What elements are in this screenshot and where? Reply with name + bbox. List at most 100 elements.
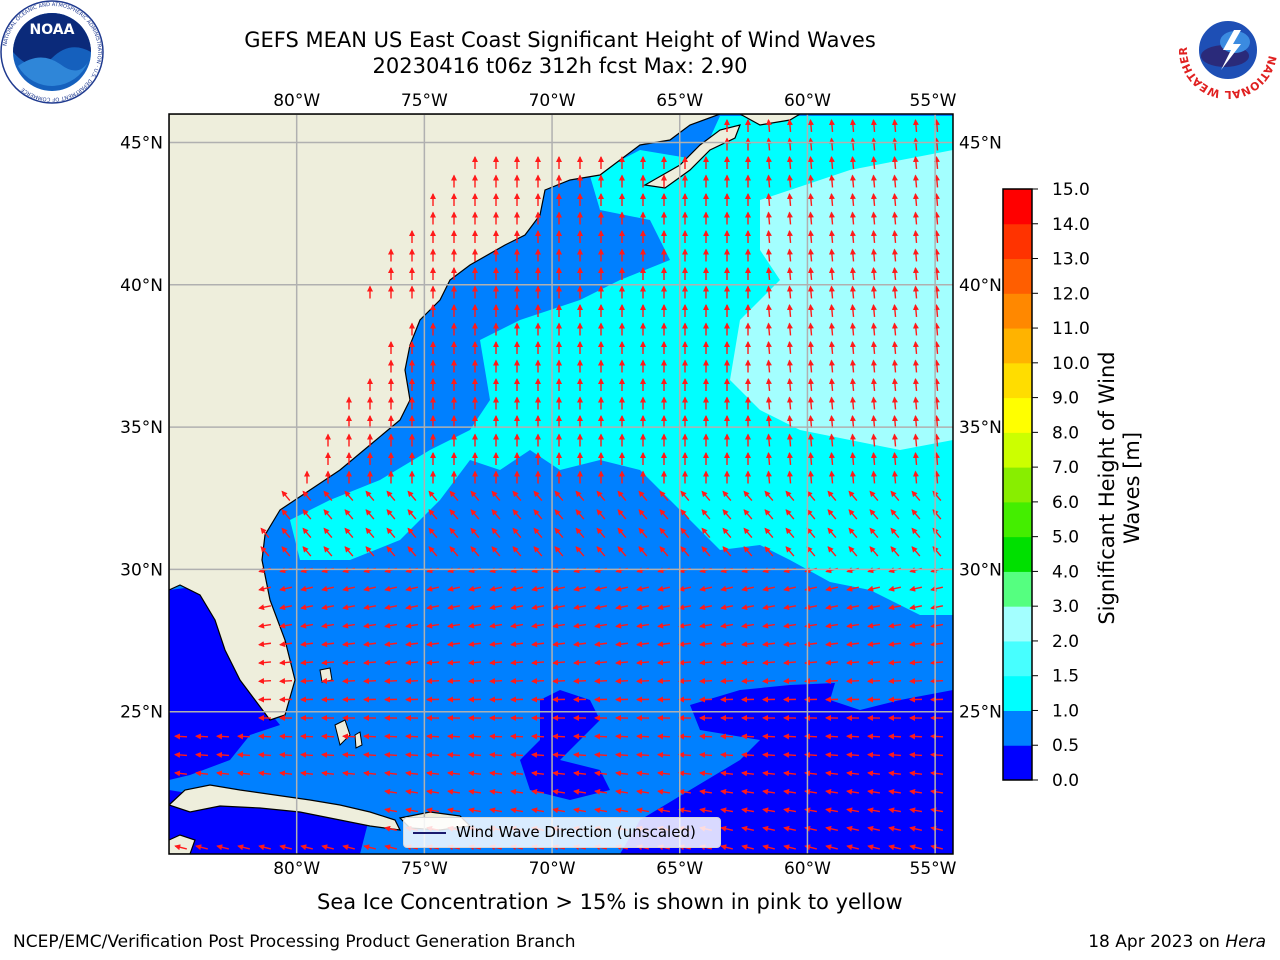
- wave-direction-arrow: [806, 527, 816, 539]
- wave-direction-arrow: [615, 751, 629, 758]
- wave-direction-arrow: [765, 137, 772, 151]
- wave-direction-arrow: [594, 733, 608, 740]
- wave-direction-arrow: [678, 659, 692, 666]
- wave-direction-arrow: [468, 770, 482, 777]
- wave-direction-arrow: [426, 733, 440, 740]
- colorbar-swatch: [1003, 432, 1032, 468]
- wave-direction-arrow: [531, 604, 545, 611]
- wave-direction-arrow: [786, 248, 793, 262]
- wave-direction-arrow: [867, 733, 881, 740]
- wave-direction-arrow: [575, 527, 585, 539]
- wave-direction-arrow: [237, 770, 251, 777]
- wave-direction-arrow: [489, 659, 503, 666]
- wave-direction-arrow: [807, 470, 814, 484]
- wave-direction-arrow: [807, 378, 814, 392]
- wave-direction-arrow: [678, 678, 692, 685]
- wave-direction-arrow: [489, 585, 503, 592]
- wave-direction-arrow: [657, 807, 671, 814]
- wave-direction-arrow: [933, 378, 940, 392]
- wave-direction-arrow: [870, 174, 877, 188]
- wave-direction-arrow: [807, 359, 814, 373]
- wave-direction-arrow: [384, 751, 398, 758]
- wave-band-0.0m-gulf: [169, 585, 280, 780]
- wave-direction-arrow: [765, 304, 772, 318]
- wave-direction-arrow: [867, 770, 881, 777]
- footer-machine: Hera: [1225, 932, 1266, 952]
- wave-direction-arrow: [828, 396, 835, 410]
- wave-direction-arrow: [909, 733, 923, 740]
- wave-direction-arrow: [765, 193, 772, 207]
- wave-direction-arrow: [384, 733, 398, 740]
- wave-direction-arrow: [888, 825, 902, 832]
- wave-direction-arrow: [785, 509, 795, 520]
- wave-direction-arrow: [573, 604, 587, 611]
- wave-direction-arrow: [365, 490, 375, 502]
- wave-direction-arrow: [765, 452, 772, 466]
- wave-direction-arrow: [849, 174, 856, 188]
- wave-direction-arrow: [888, 844, 901, 851]
- lat-tick-label: 40°N: [959, 276, 1002, 296]
- wave-direction-arrow: [762, 641, 776, 648]
- lon-tick-label: 65°W: [656, 859, 703, 879]
- wave-direction-arrow: [846, 733, 860, 740]
- wave-direction-arrow: [386, 509, 396, 520]
- wave-direction-arrow: [825, 659, 839, 666]
- wave-direction-arrow: [933, 322, 940, 336]
- wave-direction-arrow: [491, 527, 501, 539]
- wave-direction-arrow: [657, 659, 671, 666]
- wave-direction-arrow: [741, 770, 755, 777]
- lat-tick-label: 30°N: [120, 560, 163, 580]
- wave-direction-arrow: [678, 604, 692, 611]
- wave-direction-arrow: [281, 527, 291, 539]
- wave-direction-arrow: [741, 678, 755, 685]
- wave-direction-arrow: [828, 193, 835, 207]
- wave-direction-arrow: [449, 509, 459, 520]
- wave-direction-arrow: [783, 641, 797, 648]
- wave-direction-arrow: [426, 770, 440, 777]
- wave-direction-arrow: [765, 341, 772, 355]
- wave-direction-arrow: [786, 470, 793, 484]
- wave-direction-arrow: [741, 751, 755, 758]
- wave-direction-arrow: [825, 825, 839, 832]
- wave-direction-arrow: [870, 248, 877, 262]
- wave-direction-arrow: [323, 546, 333, 557]
- wave-direction-arrow: [786, 415, 793, 429]
- wave-direction-arrow: [846, 678, 860, 685]
- wave-direction-arrow: [489, 604, 503, 611]
- wave-direction-arrow: [342, 622, 356, 629]
- wave-direction-arrow: [846, 788, 860, 795]
- wave-direction-arrow: [174, 844, 187, 851]
- wave-direction-arrow: [510, 751, 524, 758]
- wave-direction-arrow: [363, 622, 377, 629]
- wave-direction-arrow: [807, 248, 814, 262]
- wave-direction-arrow: [825, 622, 839, 629]
- wave-direction-arrow: [912, 470, 919, 484]
- colorbar-swatch: [1003, 362, 1032, 399]
- wave-direction-arrow: [617, 490, 627, 502]
- wave-direction-arrow: [828, 322, 835, 336]
- wave-direction-arrow: [888, 604, 902, 611]
- wave-direction-arrow: [848, 527, 858, 539]
- wave-direction-arrow: [216, 733, 230, 740]
- wave-direction-arrow: [552, 788, 566, 795]
- wave-direction-arrow: [912, 285, 919, 299]
- wave-direction-arrow: [428, 490, 438, 502]
- wave-direction-arrow: [888, 659, 902, 666]
- wave-direction-arrow: [699, 585, 713, 592]
- wave-direction-arrow: [615, 770, 629, 777]
- wave-direction-arrow: [846, 844, 859, 851]
- wave-direction-arrow: [321, 641, 335, 648]
- wave-direction-arrow: [638, 527, 648, 539]
- wave-direction-arrow: [762, 788, 776, 795]
- wave-direction-arrow: [786, 230, 793, 244]
- wave-direction-arrow: [867, 659, 881, 666]
- colorbar-swatch: [1003, 675, 1032, 711]
- wave-direction-arrow: [636, 807, 650, 814]
- wave-direction-arrow: [363, 678, 377, 685]
- wave-direction-arrow: [636, 751, 650, 758]
- colorbar-tick-label: 0.5: [1052, 736, 1079, 756]
- wave-direction-arrow: [699, 788, 713, 795]
- wave-direction-arrow: [741, 585, 755, 592]
- wave-direction-arrow: [783, 659, 797, 666]
- wave-direction-arrow: [849, 304, 856, 318]
